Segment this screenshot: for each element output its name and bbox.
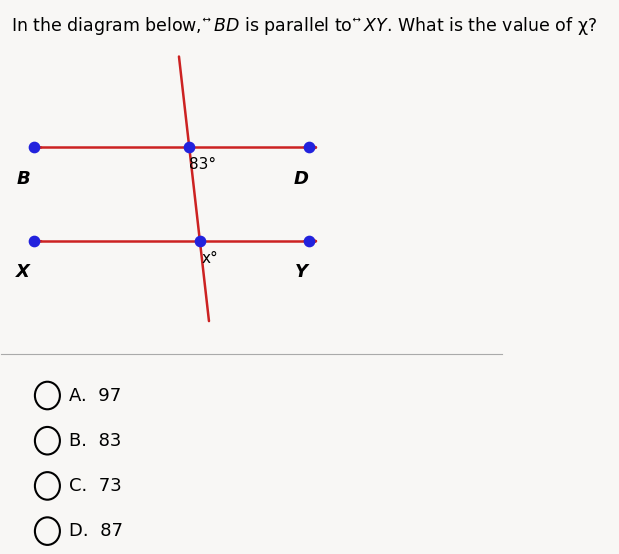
Point [195,237,205,245]
Text: A.  97: A. 97 [69,387,121,404]
Text: C.  73: C. 73 [69,477,122,495]
Text: Y: Y [295,263,308,281]
Text: D.  87: D. 87 [69,522,123,540]
Text: B: B [17,170,31,187]
Text: X: X [16,263,30,281]
Point [304,237,314,245]
Text: x°: x° [201,250,219,265]
Point [304,143,314,152]
Text: In the diagram below, $\overleftrightarrow{BD}$ is parallel to $\overleftrightar: In the diagram below, $\overleftrightarr… [11,15,597,37]
Text: B.  83: B. 83 [69,432,121,450]
Point [29,143,39,152]
Point [184,143,194,152]
Text: D: D [294,170,309,187]
Text: 83°: 83° [189,157,216,172]
Point [29,237,39,245]
